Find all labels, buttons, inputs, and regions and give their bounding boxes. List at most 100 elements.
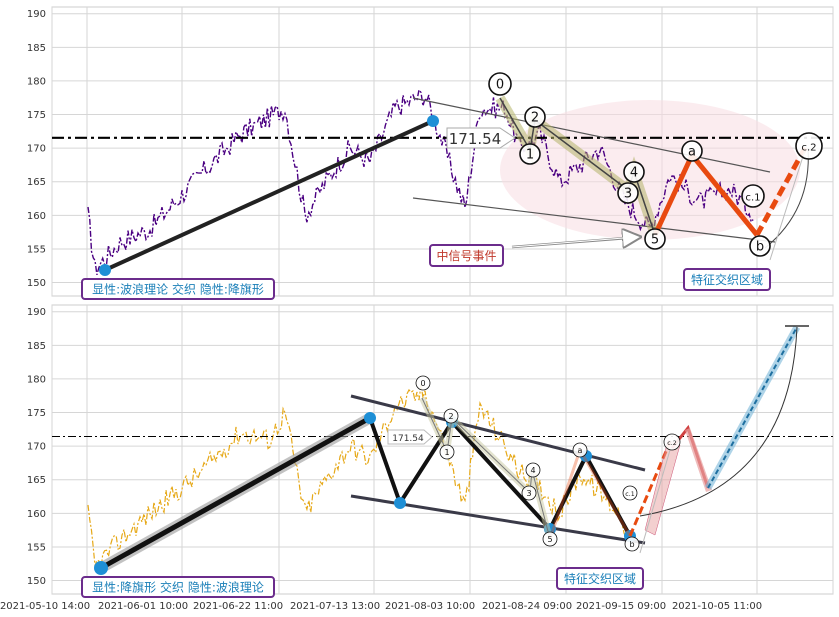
top-y-tick-label: 155 xyxy=(27,244,46,255)
top-wave-marker-circle xyxy=(524,106,546,128)
bottom-y-tick-label: 160 xyxy=(27,509,46,520)
top-wave-label: 0 xyxy=(496,78,504,93)
top-pattern-label: 显性:波浪理论 交织 隐性:降旗形 xyxy=(92,282,264,297)
bottom-flag-pole xyxy=(99,415,372,571)
top-wave-marker-circle xyxy=(623,161,645,183)
bottom-wave-label: 1 xyxy=(444,448,449,457)
bottom-y-tick-label: 165 xyxy=(27,475,46,486)
top-wave-label: 1 xyxy=(526,148,534,163)
top-wave-label: c.1 xyxy=(745,193,760,204)
bottom-wave-label: 4 xyxy=(530,466,535,475)
top-y-tick-label: 180 xyxy=(27,76,46,87)
top-wave-marker-circle xyxy=(519,143,541,165)
top-wave-marker-circle xyxy=(749,235,771,257)
top-channel-upper xyxy=(412,97,771,173)
top-y-tick-label: 160 xyxy=(27,211,46,222)
top-zone-ellipse xyxy=(500,100,800,240)
bottom-hline-label: 171.54 xyxy=(387,429,433,445)
bottom-wave-label: c.2 xyxy=(667,440,676,447)
bottom-impulse-line xyxy=(421,397,551,540)
x-tick-label: 2021-09-15 09:00 xyxy=(576,601,666,612)
top-hline-label-text: 171.54 xyxy=(449,130,502,148)
top-trend-line xyxy=(104,119,434,272)
top-wave-label: 3 xyxy=(624,187,632,202)
x-tick-label: 2021-10-05 11:00 xyxy=(672,601,762,612)
bottom-wave-label: 2 xyxy=(448,412,453,421)
bottom-channel-upper xyxy=(350,394,646,472)
x-tick-label: 2021-08-24 09:00 xyxy=(482,601,572,612)
bottom-wave-label: c.1 xyxy=(625,491,634,498)
bottom-y-tick-label: 175 xyxy=(27,408,46,419)
top-trend-end-dot xyxy=(427,115,439,127)
top-channel-lower xyxy=(412,197,776,243)
bottom-wave-marker-circle xyxy=(622,485,638,501)
top-wave-marker-circle xyxy=(681,140,703,162)
bottom-y-tick-label: 185 xyxy=(27,341,46,352)
top-zone-label: 特征交织区域 xyxy=(691,272,763,287)
top-wave-marker-circle xyxy=(741,184,765,208)
bottom-wave-label: 0 xyxy=(420,379,425,388)
x-tick-label: 2021-07-13 13:00 xyxy=(290,601,380,612)
bottom-wave-marker-circle xyxy=(624,536,640,552)
top-y-tick-label: 165 xyxy=(27,177,46,188)
bottom-y-tick-label: 180 xyxy=(27,374,46,385)
top-wave-markers: 0 1 2 3 4 5 a b c.1 c.2 xyxy=(488,72,823,257)
bottom-zigzag xyxy=(368,417,632,537)
x-tick-label: 2021-06-01 10:00 xyxy=(98,601,188,612)
top-signal-arrow-inner xyxy=(511,236,637,248)
bottom-y-tick-label: 155 xyxy=(27,542,46,553)
bottom-wave-label: 5 xyxy=(547,535,552,544)
bottom-wave-label: b xyxy=(629,540,634,549)
bottom-wave-marker-circle xyxy=(572,442,588,458)
bottom-y-tick-label: 190 xyxy=(27,307,46,318)
top-wave-marker-circle xyxy=(617,182,639,204)
top-panel: 150 155 160 165 170 175 180 185 190 171.54 0 1 2 3 4… xyxy=(27,6,834,300)
bottom-wave-marker-circle xyxy=(439,444,455,460)
bottom-wave-marker-circle xyxy=(415,375,431,391)
bottom-wave-markers: 0 1 2 3 4 5 a b c.1 c.2 xyxy=(415,375,681,552)
top-wave-marker-circle xyxy=(795,132,823,160)
bottom-projection-band-2 xyxy=(685,428,712,492)
bottom-wave-marker-circle xyxy=(663,433,681,451)
bottom-wave-marker-circle xyxy=(542,531,558,547)
top-correction-c-dashed xyxy=(754,146,808,237)
top-hline-label: 171.54 xyxy=(446,127,516,149)
bottom-y-tick-labels: 150 155 160 165 170 175 180 185 190 xyxy=(27,307,46,587)
top-wave-label: b xyxy=(756,240,764,255)
bottom-y-tick-label: 150 xyxy=(27,576,46,587)
bottom-projection-line xyxy=(639,449,671,554)
bottom-projection-up xyxy=(707,326,798,489)
bottom-grid xyxy=(51,305,834,594)
top-trend-start-dot xyxy=(99,264,111,276)
x-tick-label: 2021-06-22 11:00 xyxy=(193,601,283,612)
top-wave-label: 4 xyxy=(630,166,638,181)
bottom-wave-marker-circle xyxy=(443,408,459,424)
top-signal-label: 中信号事件 xyxy=(436,248,496,263)
top-projection-line xyxy=(769,149,806,261)
top-wave-marker-circle xyxy=(644,228,666,250)
bottom-pattern-dot xyxy=(94,561,108,575)
x-tick-label: 2021-05-10 14:00 xyxy=(0,601,90,612)
top-y-tick-label: 170 xyxy=(27,144,46,155)
bottom-wave-label: 3 xyxy=(526,489,531,498)
bottom-wave-marker-circle xyxy=(521,485,537,501)
top-y-tick-label: 150 xyxy=(27,278,46,289)
bottom-hline-label-text: 171.54 xyxy=(392,434,424,444)
bottom-pattern-dot xyxy=(394,497,406,509)
top-zone-box xyxy=(683,268,771,291)
top-pattern-box xyxy=(81,278,275,300)
bottom-projection-curve xyxy=(639,326,798,517)
top-wave-label: 5 xyxy=(651,233,659,248)
top-y-tick-labels: 150 155 160 165 170 175 180 185 190 xyxy=(27,9,46,289)
top-wave-label: c.2 xyxy=(801,143,816,154)
x-tick-label: 2021-08-03 10:00 xyxy=(385,601,475,612)
top-price-line xyxy=(87,88,754,275)
bottom-zone-label: 特征交织区域 xyxy=(564,571,636,586)
bottom-wave-label: a xyxy=(578,446,583,455)
bottom-x-tick-labels: 2021-05-10 14:00 2021-06-01 10:00 2021-06-… xyxy=(0,601,762,612)
top-y-tick-label: 175 xyxy=(27,110,46,121)
bottom-zone-box xyxy=(556,567,644,590)
bottom-projection-band-1 xyxy=(644,439,681,536)
